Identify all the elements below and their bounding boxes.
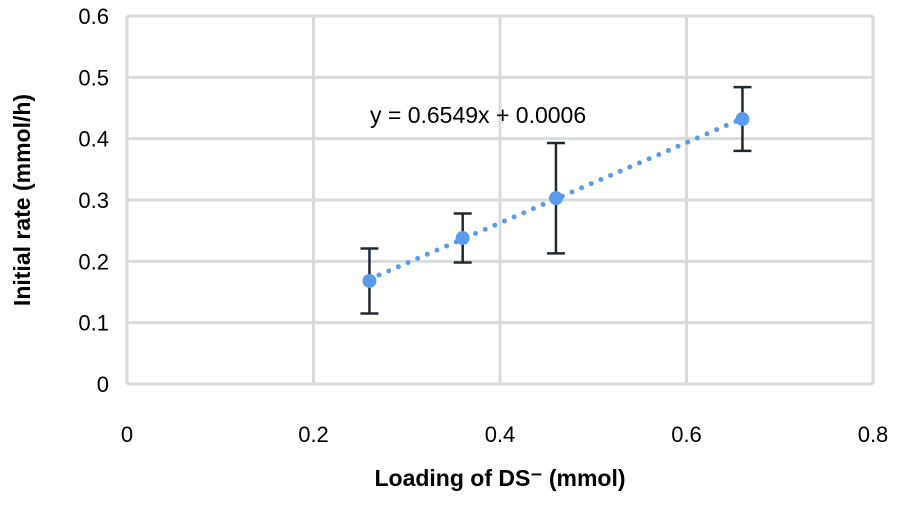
y-tick-label: 0.5 <box>78 65 109 90</box>
tick-labels: 0 0.1 0.2 0.3 0.4 0.5 0.6 0 0.2 0.4 0.6 0.8 <box>78 4 888 447</box>
x-axis-title: Loading of DS⁻ (mmol) <box>374 465 625 491</box>
x-tick-label: 0 <box>121 422 133 447</box>
y-tick-label: 0.6 <box>78 4 109 29</box>
grid-lines <box>125 14 875 386</box>
data-point <box>548 191 563 206</box>
y-tick-label: 0.1 <box>78 311 109 336</box>
x-tick-label: 0.6 <box>671 422 702 447</box>
y-tick-label: 0 <box>97 372 109 397</box>
data-point <box>362 273 377 288</box>
y-axis-title: Initial rate (mmol/h) <box>9 94 35 306</box>
trendline <box>366 116 745 282</box>
y-tick-label: 0.3 <box>78 188 109 213</box>
x-tick-label: 0.4 <box>485 422 516 447</box>
data-point <box>455 231 470 246</box>
trendline-line <box>366 116 745 282</box>
y-tick-label: 0.4 <box>78 127 109 152</box>
trendline-equation: y = 0.6549x + 0.0006 <box>370 102 586 128</box>
x-tick-label: 0.2 <box>298 422 329 447</box>
x-tick-label: 0.8 <box>858 422 889 447</box>
data-points <box>362 112 750 288</box>
y-tick-label: 0.2 <box>78 249 109 274</box>
data-point <box>735 112 750 127</box>
